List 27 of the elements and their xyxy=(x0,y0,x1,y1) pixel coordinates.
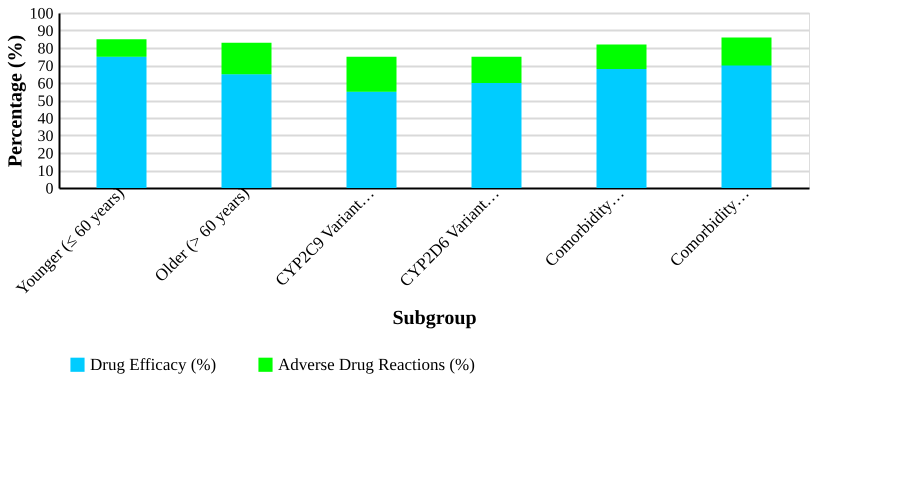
y-axis-title: Percentage (%) xyxy=(4,34,26,168)
y-tick-label: 30 xyxy=(38,128,54,145)
y-tick-label: 100 xyxy=(30,6,54,22)
y-tick-label: 10 xyxy=(38,163,54,180)
y-tick-label: 80 xyxy=(38,40,54,58)
y-tick-label: 40 xyxy=(38,110,54,128)
bar xyxy=(96,56,146,188)
bar xyxy=(722,38,772,66)
bar xyxy=(346,92,396,188)
y-tick-label: 0 xyxy=(46,180,54,198)
bar xyxy=(472,56,522,83)
y-tick-label: 20 xyxy=(38,146,54,162)
legend-label: Drug Efficacy (%) xyxy=(90,354,216,374)
bar xyxy=(222,74,272,188)
bar xyxy=(96,39,146,57)
bar xyxy=(722,66,772,188)
y-tick-label: 70 xyxy=(38,58,54,75)
y-tick-label: 50 xyxy=(38,93,54,110)
bar xyxy=(596,44,646,69)
bar xyxy=(346,56,396,92)
legend-label: Adverse Drug Reactions (%) xyxy=(278,354,475,374)
y-tick-label: 90 xyxy=(38,23,54,40)
bar xyxy=(472,83,522,188)
x-axis-title: Subgroup xyxy=(392,307,477,330)
bar xyxy=(596,69,646,188)
bar xyxy=(222,42,272,74)
y-tick-label: 60 xyxy=(38,76,54,92)
